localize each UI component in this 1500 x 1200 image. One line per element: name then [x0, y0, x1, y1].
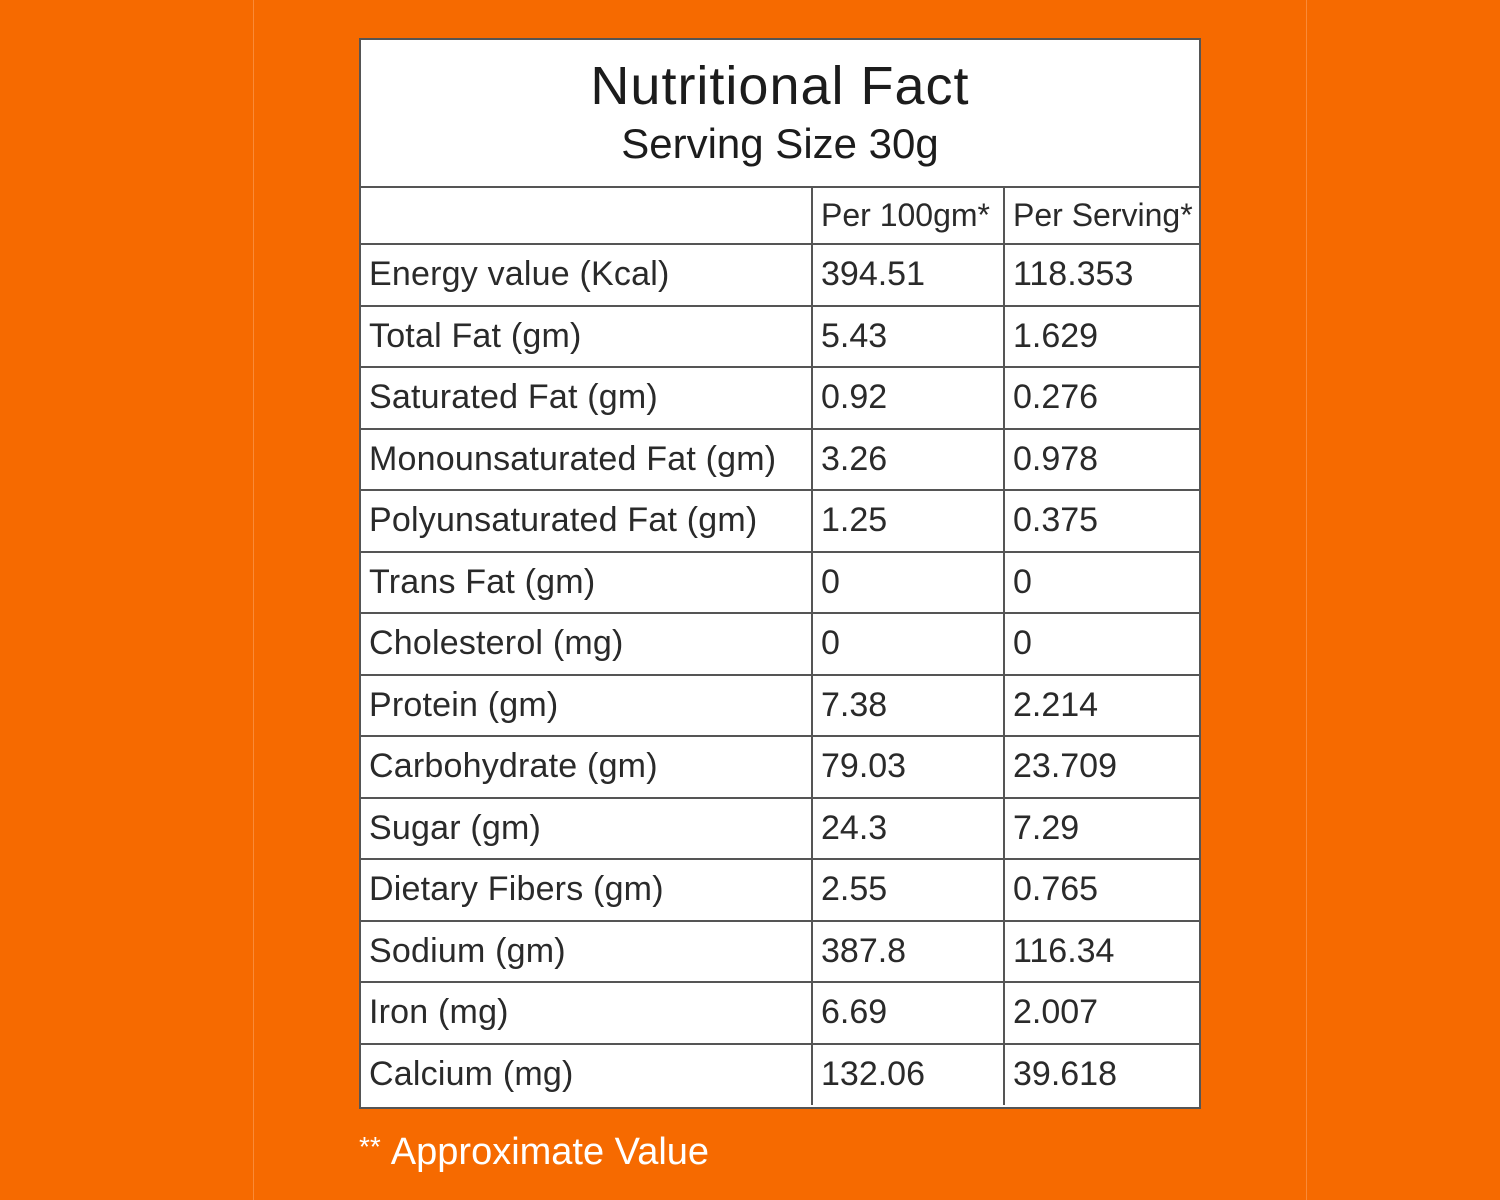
per-serving-cell: 0.765 [1004, 859, 1199, 922]
table-header-row: Per 100gm* Per Serving* [361, 188, 1199, 245]
table-row: Sodium (gm) 387.8 116.34 [361, 920, 1199, 983]
nutrient-cell: Trans Fat (gm) [361, 551, 813, 614]
nutrient-cell: Sodium (gm) [361, 920, 813, 983]
per-serving-cell: 118.353 [1004, 244, 1199, 307]
per-serving-cell: 23.709 [1004, 736, 1199, 799]
per-100gm-cell: 3.26 [812, 428, 1005, 491]
nutrition-label: Nutritional Fact Serving Size 30g Per 10… [359, 38, 1201, 1109]
right-guide-line [1306, 0, 1307, 1200]
table-row: Saturated Fat (gm) 0.92 0.276 [361, 367, 1199, 430]
footnote: ** Approximate Value [359, 1124, 709, 1175]
nutrient-cell: Calcium (mg) [361, 1043, 813, 1105]
left-guide-line [253, 0, 254, 1200]
table-row: Total Fat (gm) 5.43 1.629 [361, 305, 1199, 368]
table-body: Energy value (Kcal) 394.51 118.353 Total Fa… [361, 244, 1199, 1105]
per-serving-cell: 0 [1004, 613, 1199, 676]
per-serving-cell: 0 [1004, 551, 1199, 614]
table-row: Iron (mg) 6.69 2.007 [361, 982, 1199, 1045]
serving-size: Serving Size 30g [621, 120, 939, 167]
footnote-text: Approximate Value [390, 1131, 710, 1173]
per-100gm-cell: 0 [812, 551, 1005, 614]
nutrient-cell: Protein (gm) [361, 674, 813, 737]
table-row: Trans Fat (gm) 0 0 [361, 551, 1199, 614]
label-header: Nutritional Fact Serving Size 30g [361, 40, 1199, 188]
per-serving-cell: 0.276 [1004, 367, 1199, 430]
table-row: Carbohydrate (gm) 79.03 23.709 [361, 736, 1199, 799]
per-serving-cell: 1.629 [1004, 305, 1199, 368]
per-100gm-cell: 0.92 [812, 367, 1005, 430]
per-100gm-cell: 24.3 [812, 797, 1005, 860]
per-100gm-cell: 5.43 [812, 305, 1005, 368]
nutrient-cell: Monounsaturated Fat (gm) [361, 428, 813, 491]
nutrient-cell: Carbohydrate (gm) [361, 736, 813, 799]
nutrient-cell: Energy value (Kcal) [361, 244, 813, 307]
per-100gm-cell: 0 [812, 613, 1005, 676]
per-serving-cell: 2.007 [1004, 982, 1199, 1045]
nutrient-cell: Total Fat (gm) [361, 305, 813, 368]
per-100gm-cell: 1.25 [812, 490, 1005, 553]
table-row: Energy value (Kcal) 394.51 118.353 [361, 244, 1199, 307]
per-serving-cell: 0.978 [1004, 428, 1199, 491]
column-header-per-100gm: Per 100gm* [812, 188, 1005, 245]
nutrition-table: Per 100gm* Per Serving* Energy value (Kc… [361, 188, 1199, 1105]
label-title: Nutritional Fact [590, 56, 970, 116]
per-100gm-cell: 394.51 [812, 244, 1005, 307]
per-100gm-cell: 2.55 [812, 859, 1005, 922]
table-row: Calcium (mg) 132.06 39.618 [361, 1043, 1199, 1105]
nutrient-cell: Polyunsaturated Fat (gm) [361, 490, 813, 553]
table-row: Cholesterol (mg) 0 0 [361, 613, 1199, 676]
nutrient-cell: Saturated Fat (gm) [361, 367, 813, 430]
per-100gm-cell: 387.8 [812, 920, 1005, 983]
per-100gm-cell: 79.03 [812, 736, 1005, 799]
column-header-nutrient [361, 188, 813, 245]
per-100gm-cell: 7.38 [812, 674, 1005, 737]
table-row: Dietary Fibers (gm) 2.55 0.765 [361, 859, 1199, 922]
nutrient-cell: Dietary Fibers (gm) [361, 859, 813, 922]
nutrient-cell: Sugar (gm) [361, 797, 813, 860]
per-serving-cell: 2.214 [1004, 674, 1199, 737]
footnote-marker: ** [359, 1131, 381, 1162]
nutrient-cell: Cholesterol (mg) [361, 613, 813, 676]
table-row: Protein (gm) 7.38 2.214 [361, 674, 1199, 737]
column-header-per-serving: Per Serving* [1004, 188, 1199, 245]
per-100gm-cell: 132.06 [812, 1043, 1005, 1105]
table-row: Sugar (gm) 24.3 7.29 [361, 797, 1199, 860]
per-serving-cell: 39.618 [1013, 1055, 1117, 1094]
per-100gm-cell: 6.69 [812, 982, 1005, 1045]
per-serving-cell: 0.375 [1004, 490, 1199, 553]
nutrient-cell: Iron (mg) [361, 982, 813, 1045]
table-row: Polyunsaturated Fat (gm) 1.25 0.375 [361, 490, 1199, 553]
table-row: Monounsaturated Fat (gm) 3.26 0.978 [361, 428, 1199, 491]
per-serving-cell: 116.34 [1004, 920, 1199, 983]
per-serving-cell: 7.29 [1004, 797, 1199, 860]
